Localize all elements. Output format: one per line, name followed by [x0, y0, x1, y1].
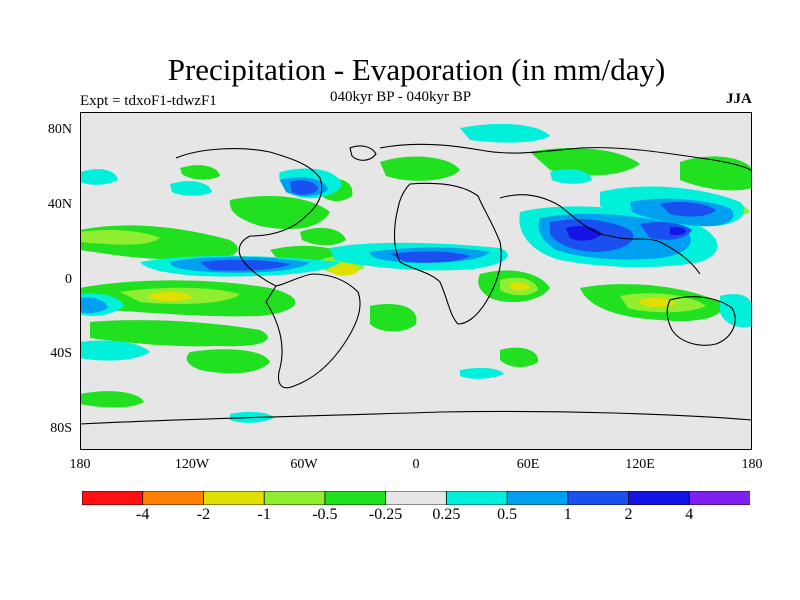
africa-coast [393, 182, 502, 325]
colorbar-swatch [445, 491, 508, 505]
north-america-coast [175, 148, 323, 287]
colorbar-swatch [203, 491, 266, 505]
colorbar-swatch [142, 491, 205, 505]
colorbar [82, 491, 750, 505]
lon-label-180e: 180 [741, 457, 763, 472]
lat-label-0: 0 [65, 272, 72, 287]
colorbar-label: 2 [624, 506, 633, 523]
lon-label-120e: 120E [625, 457, 655, 472]
australia-coast [666, 296, 736, 346]
lon-label-180w: 180 [69, 457, 91, 472]
colorbar-label: -1 [257, 506, 271, 523]
lon-label-0: 0 [412, 457, 420, 472]
colorbar-swatch [324, 491, 387, 505]
colorbar-label: -2 [196, 506, 211, 523]
colorbar-swatch [567, 491, 630, 505]
lat-label-80n: 80N [47, 122, 72, 137]
lat-label-80s: 80S [50, 421, 72, 436]
season-label: JJA [726, 91, 752, 107]
lat-label-40n: 40N [47, 197, 72, 212]
lon-label-60w: 60W [290, 457, 318, 472]
pe-negative-patches [80, 148, 752, 408]
colorbar-swatch [628, 491, 691, 505]
subtitle: 040kyr BP - 040kyr BP [330, 89, 472, 105]
colorbar-swatch [688, 491, 750, 505]
colorbar-swatch [506, 491, 569, 505]
colorbar-swatch [82, 491, 144, 505]
pe-positive-extreme-patches [566, 226, 686, 241]
pe-field [80, 123, 752, 423]
lat-label-40s: 40S [50, 346, 72, 361]
colorbar-label: -0.5 [312, 506, 338, 523]
lon-label-60e: 60E [516, 457, 540, 472]
page-title: Precipitation - Evaporation (in mm/day) [167, 52, 666, 87]
colorbar-swatch [263, 491, 326, 505]
colorbar-label: 0.25 [432, 506, 461, 523]
colorbar-label: -0.25 [368, 506, 403, 523]
colorbar-label: 1 [563, 506, 572, 523]
colorbar-label: 0.5 [497, 506, 518, 523]
antarctica-coast [80, 410, 752, 425]
greenland-coast [349, 145, 377, 161]
coastlines [80, 143, 752, 425]
south-america-coast [265, 273, 361, 389]
lon-label-120w: 120W [174, 457, 210, 472]
colorbar-label: 4 [685, 506, 694, 523]
colorbar-swatch [385, 491, 448, 505]
south-asia-coast [499, 194, 701, 275]
eurasia-north-coast [379, 143, 752, 173]
experiment-label: Expt = tdxoF1-tdwzF1 [80, 93, 217, 109]
colorbar-label: -4 [136, 506, 150, 523]
map-panel [80, 112, 752, 450]
map-frame [80, 112, 752, 450]
